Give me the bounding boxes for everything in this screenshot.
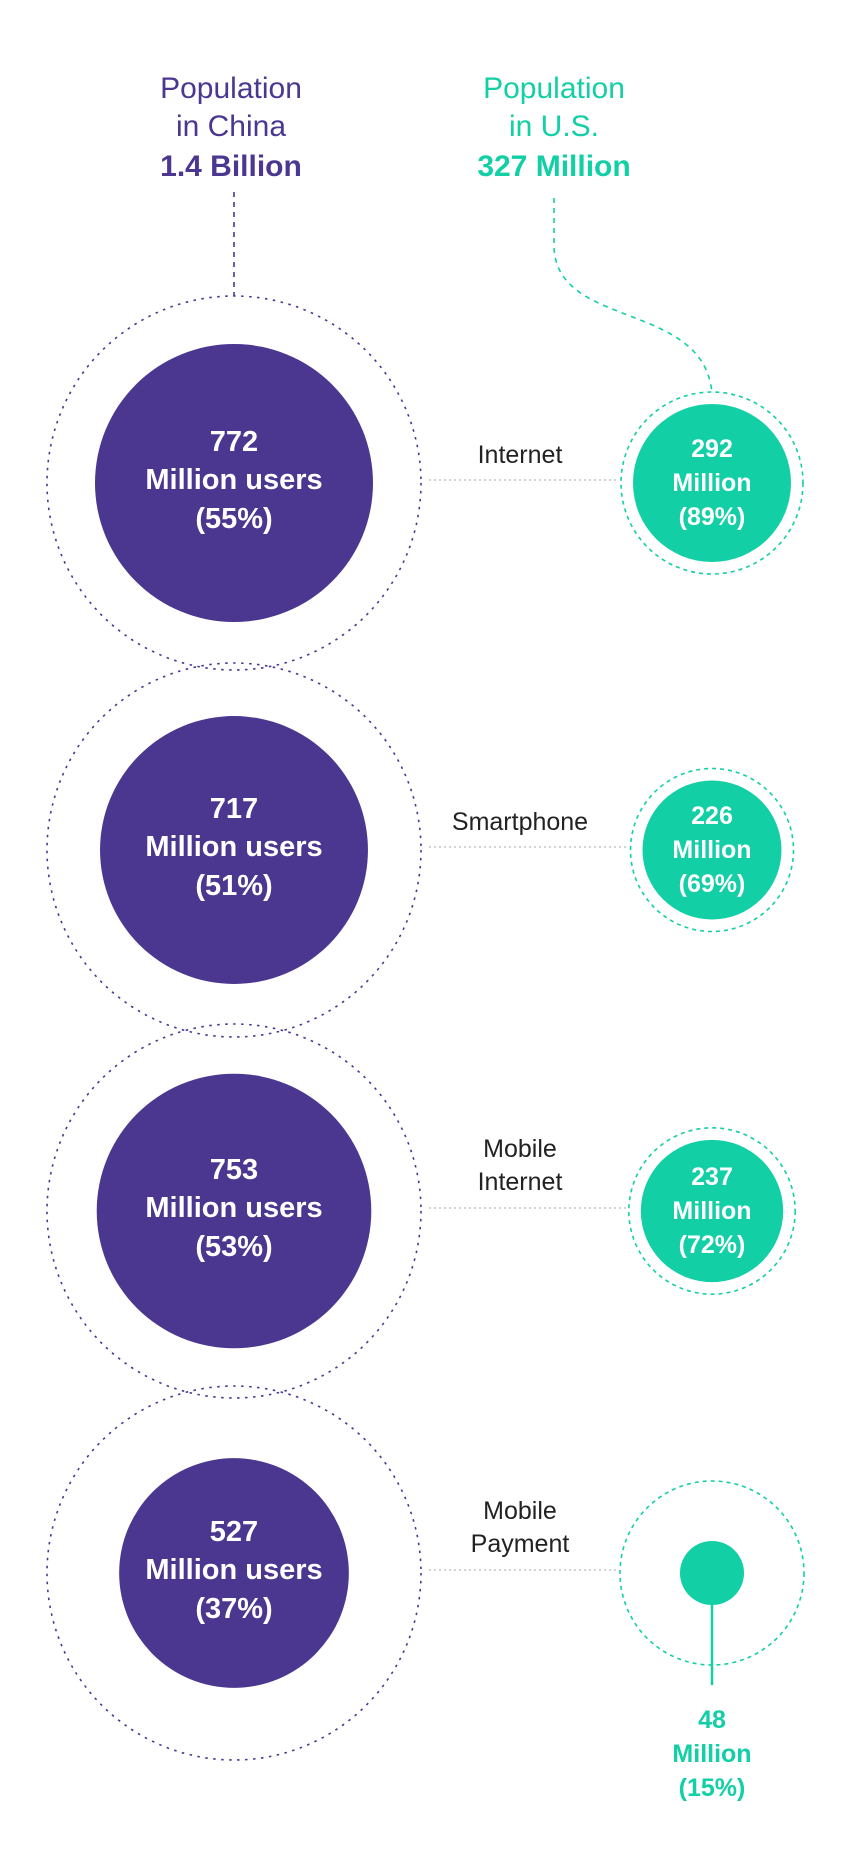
category-label: Internet bbox=[478, 441, 563, 469]
us-population-ring bbox=[628, 1127, 796, 1295]
china-percent-label: (51%) bbox=[195, 870, 272, 902]
china-percent-label: (55%) bbox=[195, 503, 272, 535]
china-header-line2: in China bbox=[176, 110, 286, 143]
china-percent-label: (53%) bbox=[195, 1231, 272, 1263]
us-value-label: 292 bbox=[691, 435, 733, 463]
us-bubble bbox=[642, 780, 782, 920]
category-label: Smartphone bbox=[452, 808, 588, 836]
china-header-total: 1.4 Billion bbox=[160, 150, 302, 183]
china-bubble bbox=[100, 716, 368, 984]
us-percent-label: (15%) bbox=[679, 1774, 746, 1802]
china-bubble bbox=[95, 344, 373, 622]
china-value-label: 772 bbox=[210, 426, 258, 458]
us-percent-label: (89%) bbox=[679, 503, 746, 531]
us-population-ring bbox=[629, 767, 795, 933]
chart-marks: Internet 772 Million users (55%) 292 Million (… bbox=[46, 192, 805, 1802]
china-value-label: 753 bbox=[210, 1154, 258, 1186]
category-label: Mobile bbox=[483, 1135, 557, 1163]
china-population-ring bbox=[46, 1023, 422, 1399]
china-population-ring bbox=[46, 662, 422, 1038]
chart-header: Population in China 1.4 Billion Populati… bbox=[160, 72, 631, 183]
us-bubble bbox=[640, 1139, 784, 1283]
us-header-line1: Population bbox=[483, 72, 625, 105]
us-value-label: 237 bbox=[691, 1163, 733, 1191]
china-bubble bbox=[119, 1458, 349, 1688]
category-label: Mobile bbox=[483, 1497, 557, 1525]
china-unit-label: Million users bbox=[145, 1554, 322, 1586]
us-percent-label: (69%) bbox=[679, 870, 746, 898]
category-label: Internet bbox=[478, 1168, 563, 1196]
us-header-connector bbox=[553, 198, 713, 395]
us-unit-label: Million bbox=[672, 1740, 751, 1768]
china-population-ring bbox=[46, 1385, 422, 1761]
china-value-label: 717 bbox=[210, 793, 258, 825]
china-percent-label: (37%) bbox=[195, 1593, 272, 1625]
us-population-ring bbox=[620, 391, 804, 575]
us-unit-label: Million bbox=[672, 1197, 751, 1225]
china-bubble bbox=[96, 1073, 372, 1349]
us-value-label: 226 bbox=[691, 802, 733, 830]
us-value-label: 48 bbox=[698, 1706, 726, 1734]
china-unit-label: Million users bbox=[145, 464, 322, 496]
category-label: Payment bbox=[471, 1530, 570, 1558]
us-unit-label: Million bbox=[672, 836, 751, 864]
china-unit-label: Million users bbox=[145, 831, 322, 863]
china-unit-label: Million users bbox=[145, 1192, 322, 1224]
us-unit-label: Million bbox=[672, 469, 751, 497]
us-header-line2: in U.S. bbox=[509, 110, 599, 143]
china-header-line1: Population bbox=[160, 72, 302, 105]
us-header-total: 327 Million bbox=[477, 150, 630, 183]
china-value-label: 527 bbox=[210, 1516, 258, 1548]
us-percent-label: (72%) bbox=[679, 1231, 746, 1259]
us-bubble bbox=[633, 404, 791, 562]
